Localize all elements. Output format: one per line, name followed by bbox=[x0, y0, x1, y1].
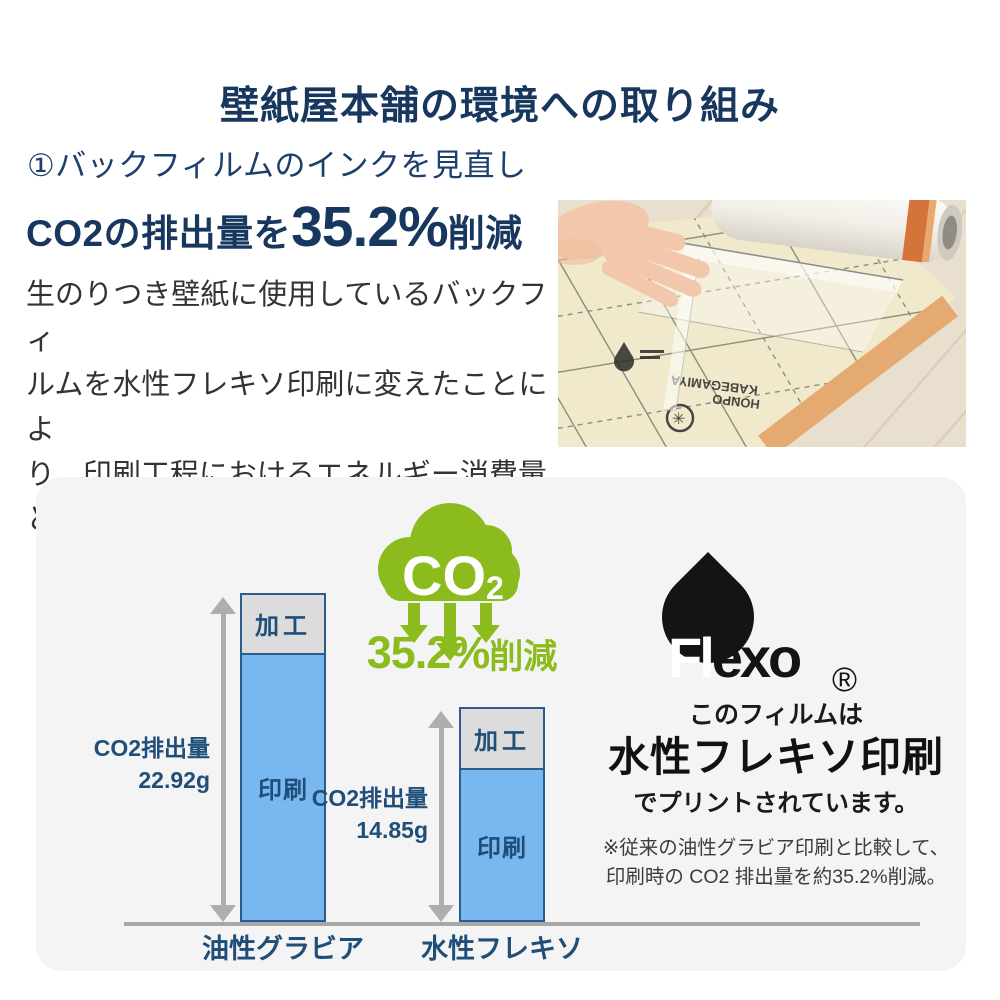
total-height-arrow-gravure bbox=[209, 597, 237, 922]
category-label-flexo: 水性フレキソ bbox=[421, 934, 583, 964]
bar-segment-printing: 印刷 bbox=[461, 770, 543, 920]
annotation-label: CO2排出量 bbox=[93, 735, 210, 761]
segment-label: 加工 bbox=[255, 613, 311, 641]
film-text-line2: 水性フレキソ印刷 bbox=[608, 734, 944, 780]
flexo-logo: Flexo bbox=[668, 625, 802, 690]
headline-suffix: 削減 bbox=[447, 213, 523, 254]
annotation-value: 22.92g bbox=[138, 767, 210, 793]
annotation-value: 14.85g bbox=[356, 817, 428, 843]
emission-annotation-flexo: CO2排出量 14.85g bbox=[208, 782, 428, 846]
reduction-suffix: 削減 bbox=[489, 638, 558, 676]
section-heading: ①バックフィルムのインクを見直し bbox=[27, 148, 527, 183]
footnote-line1: ※従来の油性グラビア印刷と比較して、 bbox=[602, 837, 950, 859]
backing-film-roll-photo: KABEGAMIYA HONPO ✳ bbox=[558, 200, 966, 447]
reduction-percentage: 35.2% bbox=[366, 627, 491, 678]
reduction-label: 35.2%削減 bbox=[342, 627, 582, 679]
segment-label: 加工 bbox=[474, 728, 530, 756]
category-label-gravure: 油性グラビア bbox=[202, 934, 364, 964]
bar-water-flexo: 加工 印刷 bbox=[459, 707, 545, 922]
headline-percentage: 35.2% bbox=[291, 195, 449, 259]
film-text-line1: このフィルムは bbox=[688, 701, 863, 729]
bar-segment-processing: 加工 bbox=[461, 709, 543, 771]
footnote-line2: 印刷時の CO2 排出量を約35.2%削減。 bbox=[605, 866, 947, 888]
registered-trademark-symbol: ® bbox=[832, 661, 858, 699]
co2-reduction-headline: CO2の排出量を35.2%削減 bbox=[26, 194, 523, 260]
segment-label: 印刷 bbox=[477, 834, 527, 862]
bar-segment-printing: 印刷 bbox=[242, 654, 324, 920]
flexo-logo-exo: exo bbox=[711, 626, 802, 689]
bar-segment-processing: 加工 bbox=[242, 595, 324, 655]
segment-label: 印刷 bbox=[258, 776, 308, 804]
total-height-arrow-flexo bbox=[427, 711, 455, 922]
page-title: 壁紙屋本舗の環境への取り組み bbox=[219, 85, 780, 129]
svg-text:HONPO: HONPO bbox=[712, 391, 761, 412]
emission-annotation-gravure: CO2排出量 22.92g bbox=[0, 732, 210, 796]
co2-cloud-icon: CO2 bbox=[378, 503, 520, 661]
comparison-panel: CO2 35.2%削減 加工 印刷 加工 印刷 CO2排出量 22.92g CO… bbox=[36, 477, 966, 971]
bar-oil-gravure: 加工 印刷 bbox=[240, 593, 326, 922]
headline-prefix: CO2の排出量を bbox=[26, 213, 292, 254]
flexo-logo-fl: Fl bbox=[668, 626, 715, 689]
annotation-label: CO2排出量 bbox=[311, 785, 428, 811]
x-axis-line bbox=[124, 922, 920, 926]
svg-text:CO2: CO2 bbox=[402, 544, 504, 607]
svg-text:✳: ✳ bbox=[672, 411, 685, 428]
film-text-line3: でプリントされています。 bbox=[633, 790, 919, 817]
